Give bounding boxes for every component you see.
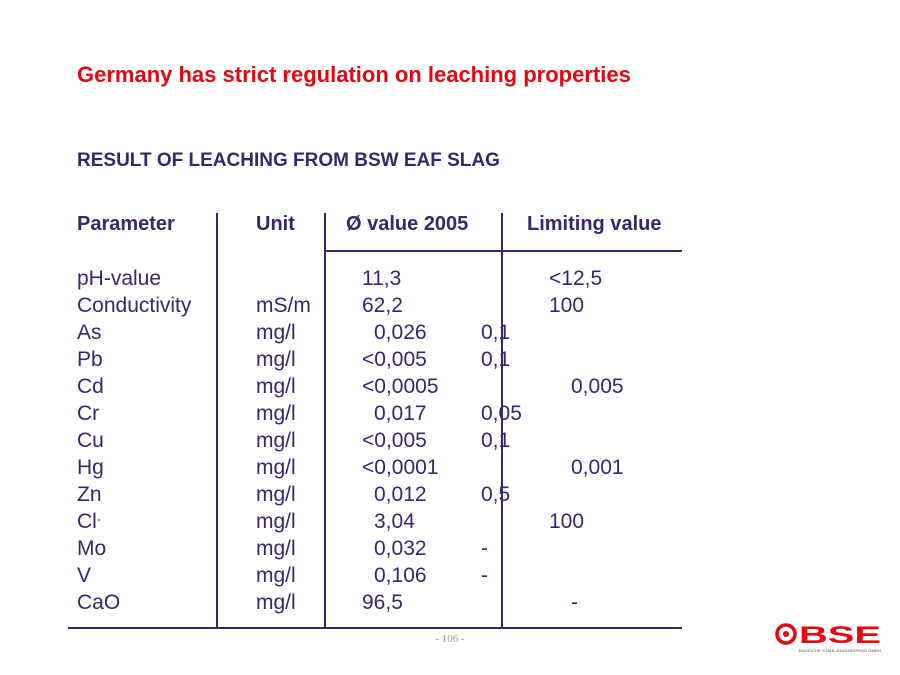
cell-parameter: Pb (77, 348, 103, 371)
bse-logo-mark: BSE BADISCHE STAHL-ENGINEERING GMBH (775, 622, 881, 653)
header-parameter: Parameter (77, 213, 175, 235)
cell-average-value: 11,3 (362, 267, 402, 290)
cell-parameter: As (77, 321, 102, 344)
cell-limit-inline: - (481, 537, 488, 560)
table-subtitle: RESULT OF LEACHING FROM BSW EAF SLAG (77, 150, 500, 171)
cell-unit: mg/l (256, 591, 296, 614)
cell-unit: mg/l (256, 321, 296, 344)
cell-average-value: <0,0005 (362, 375, 439, 398)
cell-parameter-superscript: - (96, 512, 101, 526)
cell-average-value: 0,012 (374, 483, 427, 506)
cell-parameter: Mo (77, 537, 107, 560)
cell-parameter: Cr (77, 402, 100, 425)
cell-average-value: <0,005 (362, 348, 427, 371)
cell-average-value: 62,2 (362, 294, 403, 317)
table-bottom-rule (68, 627, 682, 629)
column-divider-1 (216, 213, 218, 629)
cell-parameter: CaO (77, 591, 121, 614)
header-unit: Unit (256, 213, 295, 235)
cell-limiting-value: - (571, 591, 578, 614)
header-limiting-value: Limiting value (527, 213, 662, 235)
page-number: - 106 - (435, 633, 465, 645)
cell-unit: mg/l (256, 375, 296, 398)
cell-limit-inline: 0,1 (481, 321, 511, 344)
cell-limiting-value: <12,5 (549, 267, 603, 290)
cell-average-value: 3,04 (374, 510, 415, 533)
cell-average-value: 0,017 (374, 402, 427, 425)
cell-parameter: Conductivity (77, 294, 192, 317)
slide-title: Germany has strict regulation on leachin… (77, 62, 631, 87)
cell-unit: mS/m (256, 294, 311, 317)
cell-average-value: 0,106 (374, 564, 427, 587)
cell-parameter: Zn (77, 483, 102, 506)
bse-logo: BSE BADISCHE STAHL-ENGINEERING GMBH (775, 621, 883, 657)
column-divider-3 (501, 213, 503, 629)
cell-unit: mg/l (256, 537, 296, 560)
cell-limit-inline: 0,5 (481, 483, 511, 506)
cell-limit-inline: - (481, 564, 488, 587)
cell-unit: mg/l (256, 402, 296, 425)
cell-unit: mg/l (256, 429, 296, 452)
cell-parameter: Cu (77, 429, 104, 452)
logo-subtext: BADISCHE STAHL-ENGINEERING GMBH (799, 649, 881, 653)
cell-limiting-value: 100 (549, 294, 585, 317)
cell-limit-inline: 0,1 (481, 348, 511, 371)
cell-parameter: Cd (77, 375, 104, 398)
cell-limiting-value: 100 (549, 510, 585, 533)
cell-unit: mg/l (256, 483, 296, 506)
cell-parameter: pH-value (77, 267, 162, 290)
logo-text: BSE (799, 622, 881, 649)
cell-limit-inline: 0,05 (481, 402, 522, 425)
cell-unit: mg/l (256, 456, 296, 479)
cell-unit: mg/l (256, 510, 296, 533)
cell-parameter: Cl- (77, 510, 101, 533)
cell-unit: mg/l (256, 348, 296, 371)
cell-average-value: <0,0001 (362, 456, 439, 479)
header-average-value: Ø value 2005 (346, 213, 469, 235)
cell-limiting-value: 0,005 (571, 375, 624, 398)
cell-average-value: 96,5 (362, 591, 403, 614)
header-underline (324, 250, 682, 252)
cell-average-value: <0,005 (362, 429, 427, 452)
cell-average-value: 0,026 (374, 321, 427, 344)
cell-limiting-value: 0,001 (571, 456, 624, 479)
column-divider-2 (324, 213, 326, 629)
cell-parameter: Hg (77, 456, 104, 479)
cell-unit: mg/l (256, 564, 296, 587)
cell-limit-inline: 0,1 (481, 429, 511, 452)
cell-average-value: 0,032 (374, 537, 427, 560)
cell-parameter: V (77, 564, 92, 587)
